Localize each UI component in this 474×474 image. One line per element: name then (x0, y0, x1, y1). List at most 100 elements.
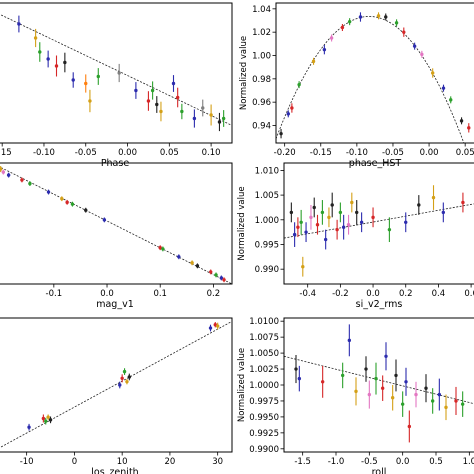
data-point (65, 200, 69, 205)
x-tick-label: 0.05 (160, 148, 179, 158)
data-point (84, 81, 88, 86)
x-tick-label: 10 (117, 457, 128, 467)
data-point (320, 380, 325, 384)
data-point (404, 220, 408, 224)
y-axis-label: Normalized value (237, 186, 247, 260)
data-point (155, 102, 159, 107)
x-tick-label: -0.2 (332, 289, 349, 299)
fit-line (284, 203, 474, 239)
data-point (312, 205, 316, 210)
y-tick-label: 1.00 (252, 52, 271, 62)
data-point (400, 402, 405, 406)
data-point (355, 210, 359, 215)
x-axis-label: si_v2_rms (356, 299, 403, 310)
y-tick-label: 1.04 (252, 5, 271, 15)
data-point (120, 376, 124, 380)
data-point (364, 367, 368, 371)
data-point (441, 210, 446, 215)
fit-line (0, 166, 232, 284)
data-point (309, 215, 313, 220)
data-point (33, 36, 38, 40)
data-point (301, 265, 305, 269)
plot-area (284, 185, 474, 277)
data-point (437, 392, 442, 397)
data-point (96, 74, 100, 79)
data-point (84, 208, 88, 212)
panel-3: -0.1 0.0 0.1 0.2 mag_v1 (0, 162, 233, 310)
data-point (209, 113, 213, 117)
x-tick-label: 0.0 (396, 457, 410, 467)
x-tick-label: 0.0 (100, 289, 114, 299)
x-tick-label: -0.15 (310, 148, 332, 158)
data-point (329, 36, 334, 40)
x-tick-label: -0.5 (361, 457, 378, 467)
fit-line (0, 320, 232, 449)
data-point (54, 64, 59, 68)
data-point (20, 178, 24, 182)
data-point (27, 425, 31, 429)
data-point (330, 203, 334, 207)
y-tick-label: 1.0075 (249, 333, 279, 343)
data-point (296, 225, 300, 229)
data-point (60, 196, 64, 201)
x-tick-label: -0.05 (75, 148, 97, 158)
data-point (449, 98, 453, 102)
x-tick-label: 0 (72, 457, 77, 467)
plot-area (284, 324, 474, 443)
data-point (190, 261, 194, 265)
data-point (289, 210, 294, 215)
data-point (315, 223, 320, 227)
data-point (358, 15, 363, 19)
data-point (414, 392, 418, 397)
axes-frame (0, 162, 233, 285)
data-point (444, 405, 448, 410)
x-axis-label: mag_v1 (96, 299, 134, 310)
data-point (219, 276, 224, 280)
y-tick-label: 1.0000 (249, 381, 279, 391)
data-point (327, 215, 331, 220)
plot-area (276, 12, 471, 143)
data-point (454, 399, 458, 403)
data-point (367, 392, 372, 397)
x-tick-label: 0.05 (456, 148, 474, 158)
data-point (134, 88, 138, 93)
data-point (63, 60, 67, 65)
x-tick-label: 0.10 (202, 148, 221, 158)
data-point (286, 112, 290, 116)
fit-curve (276, 16, 465, 143)
data-point (350, 200, 354, 205)
data-point (354, 389, 358, 394)
x-tick-label: -0.20 (274, 148, 296, 158)
data-point (299, 220, 303, 224)
y-tick-label: 1.000 (255, 216, 279, 226)
x-tick-label: -10 (20, 457, 34, 467)
data-point (222, 278, 226, 282)
data-point (41, 416, 46, 421)
axes-frame (283, 317, 474, 453)
data-point (340, 373, 345, 378)
data-point (441, 86, 446, 90)
plot-area (0, 166, 232, 284)
data-point (177, 255, 181, 259)
plot-area (0, 14, 232, 132)
data-point (209, 270, 213, 274)
x-axis-label: roll (372, 467, 387, 474)
x-tick-label: -0.10 (346, 148, 368, 158)
data-point (320, 210, 325, 215)
data-point (221, 116, 226, 121)
axes-frame (0, 2, 233, 144)
data-point (394, 373, 398, 378)
data-point (380, 386, 385, 390)
y-tick-label: 0.9975 (249, 397, 279, 407)
panel-2: -0.20 -0.15 -0.10 -0.05 0.00 0.05 0.94 0.96 0.98… (239, 2, 474, 169)
data-point (46, 415, 50, 419)
data-point (461, 200, 465, 205)
x-tick-label: 0.2 (207, 289, 221, 299)
data-point (46, 57, 50, 61)
y-tick-label: 0.94 (252, 122, 271, 132)
data-point (347, 338, 352, 343)
x-tick-label: -0.05 (382, 148, 404, 158)
data-point (374, 376, 378, 381)
data-point (311, 59, 316, 64)
data-point (417, 203, 421, 207)
